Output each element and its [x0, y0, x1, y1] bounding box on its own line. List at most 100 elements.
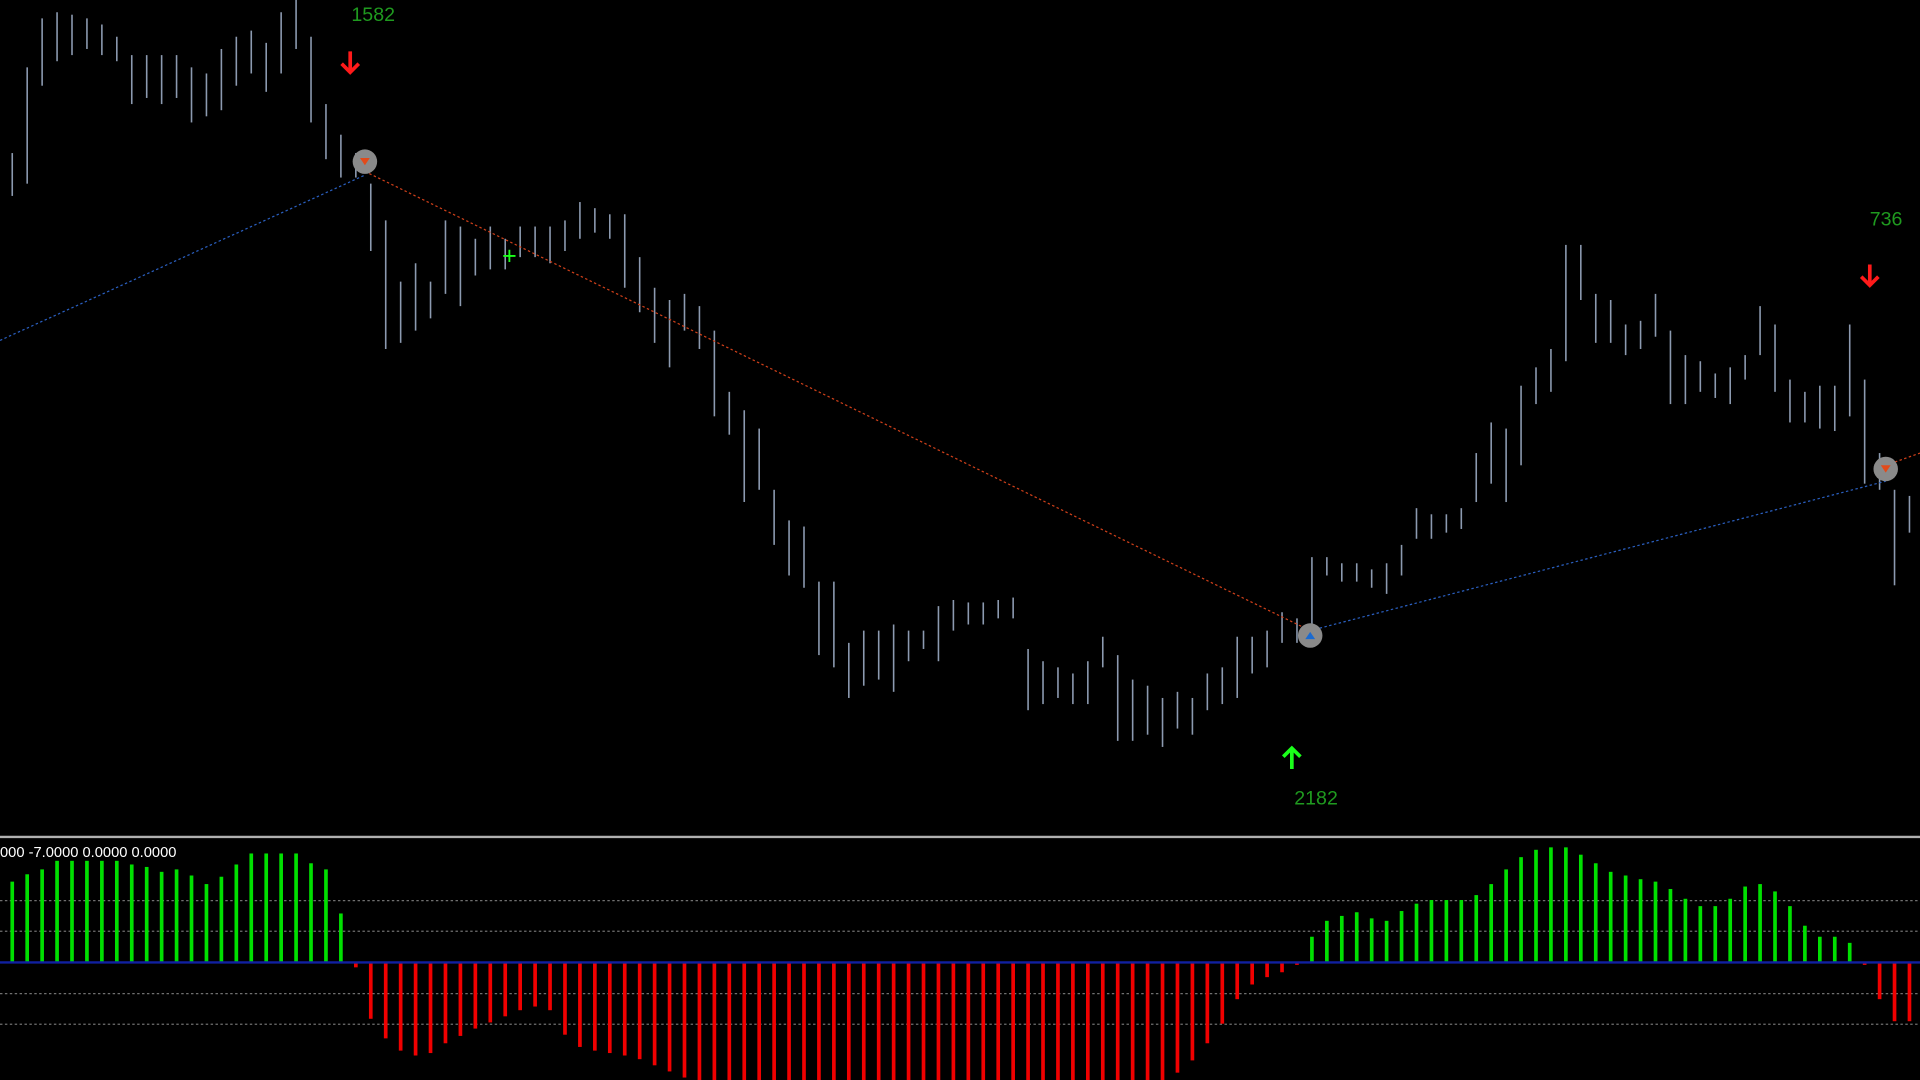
histogram-bar	[607, 962, 612, 1054]
histogram-bar	[578, 962, 582, 1047]
histogram-bar	[1339, 915, 1344, 963]
down-arrow	[340, 51, 361, 75]
histogram-bar	[1713, 906, 1718, 963]
histogram-bar	[1832, 936, 1837, 963]
histogram-bar	[1803, 925, 1807, 963]
histogram-bar	[1265, 962, 1269, 978]
histogram-bar	[503, 962, 508, 1017]
histogram-bar	[1564, 847, 1568, 963]
histogram-bar	[787, 962, 791, 1080]
histogram-bar	[428, 962, 433, 1054]
histogram-bar	[55, 860, 59, 963]
histogram-bar	[652, 962, 657, 1066]
histogram-bar	[10, 881, 15, 963]
histogram-bar	[1847, 942, 1852, 963]
histogram-bar	[1086, 962, 1090, 1080]
histogram-bar	[1429, 900, 1434, 963]
histogram-bar	[593, 962, 597, 1051]
histogram-bar	[1399, 911, 1404, 963]
histogram-bar	[1877, 962, 1882, 1000]
histogram-bar	[548, 962, 552, 1011]
signal-label: 736	[1870, 208, 1903, 230]
histogram-bar	[1534, 849, 1538, 963]
histogram-bar	[1578, 854, 1583, 963]
histogram-bar	[802, 962, 806, 1080]
histogram-bar	[1504, 869, 1508, 963]
histogram-bar	[1459, 900, 1464, 963]
histogram-bar	[383, 962, 388, 1039]
zigzag-line	[1310, 480, 1886, 632]
histogram-bar	[488, 962, 493, 1023]
histogram-bar	[518, 962, 522, 1011]
sell-marker	[1873, 456, 1898, 482]
histogram-bar	[1205, 962, 1210, 1044]
zigzag-line	[0, 174, 366, 341]
histogram-bar	[1638, 879, 1643, 963]
histogram-bar	[1235, 962, 1240, 1000]
histogram-bar	[279, 853, 283, 963]
histogram-bar	[1310, 936, 1314, 963]
histogram-bar	[1220, 962, 1225, 1024]
sell-marker	[352, 149, 378, 174]
histogram-bar	[1608, 871, 1613, 963]
histogram-bar	[1384, 920, 1389, 963]
histogram-bar	[1056, 962, 1060, 1080]
histogram-bar	[1011, 962, 1015, 1080]
histogram-bar	[667, 962, 672, 1072]
histogram-bar	[712, 962, 717, 1080]
histogram-bar	[174, 869, 179, 963]
histogram-bar	[921, 962, 926, 1080]
histogram-bar	[697, 962, 702, 1080]
histogram-bar	[294, 853, 298, 963]
histogram-bar	[981, 962, 986, 1080]
histogram-bar	[906, 962, 911, 1080]
histogram-bar	[339, 913, 343, 963]
zigzag-line	[364, 170, 1311, 632]
histogram-bar	[159, 871, 164, 963]
histogram-bar	[1280, 962, 1284, 973]
histogram-bar	[966, 962, 971, 1080]
histogram-bar	[832, 962, 836, 1080]
indicator-levels	[0, 900, 1920, 1025]
histogram-bar	[1026, 962, 1030, 1080]
histogram-bar	[861, 962, 866, 1080]
histogram-bar	[1907, 962, 1912, 1022]
histogram-bar	[846, 962, 851, 1080]
histogram-bar	[413, 962, 418, 1056]
histogram-bar	[1130, 962, 1135, 1080]
histogram-bar	[70, 860, 74, 963]
histogram-bar	[354, 962, 358, 968]
histogram-bar	[1758, 884, 1762, 963]
histogram-bar	[1773, 891, 1777, 963]
histogram-bar	[1354, 912, 1359, 963]
histogram-bar	[1743, 886, 1747, 963]
histogram-bar	[309, 863, 313, 963]
histogram-bar	[25, 874, 30, 963]
histogram-bar	[264, 853, 269, 963]
histogram-bar	[85, 860, 89, 963]
histogram-bar	[936, 962, 941, 1080]
histogram-bar	[876, 962, 881, 1080]
histogram-bar	[996, 962, 1001, 1080]
histogram-bar	[533, 962, 537, 1007]
histogram-bar	[682, 962, 687, 1078]
histogram-bar	[1549, 847, 1553, 963]
histogram-bar	[219, 876, 224, 963]
histogram-bar	[1698, 906, 1703, 963]
histogram-bar	[1728, 898, 1733, 963]
down-arrow	[1859, 264, 1880, 288]
histogram-bar	[1190, 962, 1195, 1061]
buy-marker	[1297, 623, 1323, 648]
signal-label: 2182	[1294, 787, 1338, 809]
histogram-bar	[1115, 962, 1120, 1080]
histogram-bar	[1145, 962, 1150, 1080]
histogram-bar	[563, 962, 567, 1035]
histogram-bar	[742, 962, 747, 1080]
histogram-bar	[40, 869, 44, 963]
histogram-bar	[473, 962, 478, 1029]
histogram-bar	[1892, 962, 1897, 1022]
histogram-bar	[1668, 888, 1673, 963]
histogram-bar	[1041, 962, 1045, 1080]
histogram-bar	[234, 864, 239, 963]
